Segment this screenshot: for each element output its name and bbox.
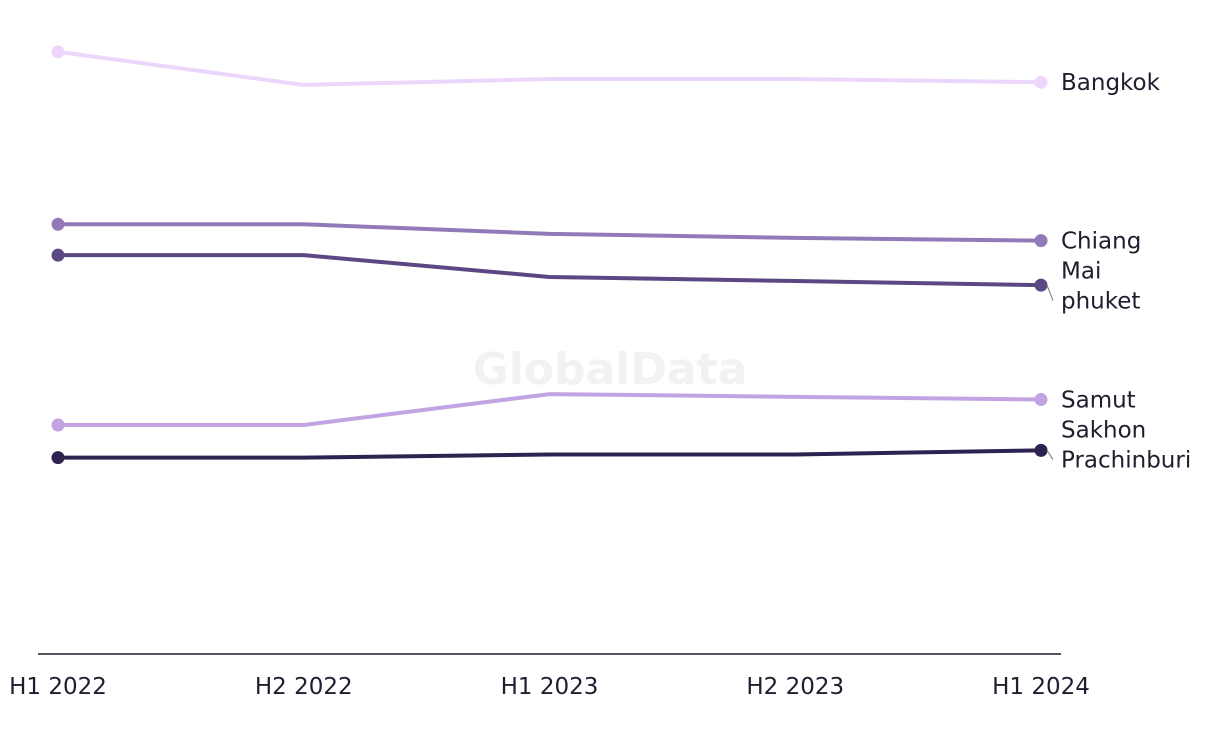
data-point — [51, 248, 65, 262]
series-labels: Bangkok Chiang Mai phuket Samut Sakhon Prachin… — [1046, 70, 1191, 474]
label-leader-line — [1046, 450, 1054, 460]
x-tick-label: H1 2022 — [9, 674, 107, 700]
data-point — [1034, 393, 1048, 407]
series-2 — [51, 248, 1048, 292]
data-point — [1034, 443, 1048, 457]
x-tick-label: H2 2022 — [255, 674, 353, 700]
series-line — [56, 222, 1043, 243]
series-label-3: Samut Sakhon — [1061, 388, 1146, 444]
series-line — [56, 49, 1043, 87]
series-label-text: Bangkok — [1061, 70, 1161, 96]
data-point — [51, 418, 65, 432]
series-line — [56, 448, 1043, 460]
series-label-text: phuket — [1061, 289, 1140, 315]
series-1 — [51, 217, 1048, 248]
x-tick-label: H1 2023 — [501, 674, 599, 700]
series-3 — [51, 392, 1048, 432]
watermark: GlobalData — [473, 344, 748, 395]
data-point — [1034, 75, 1048, 89]
series-label-text: Prachinburi — [1061, 448, 1191, 474]
data-point — [1034, 278, 1048, 292]
data-point — [51, 217, 65, 231]
x-tick-labels: H1 2022 H2 2022 H1 2023 H2 2023 H1 2024 — [9, 674, 1090, 700]
series-label-2: phuket — [1046, 284, 1140, 315]
series-layer — [51, 45, 1048, 465]
series-line — [56, 253, 1043, 288]
data-point — [1034, 234, 1048, 248]
series-label-text: Samut — [1061, 388, 1136, 414]
series-0 — [51, 45, 1048, 89]
series-label-0: Bangkok — [1061, 70, 1161, 96]
series-label-text: Mai — [1061, 259, 1101, 285]
x-tick-label: H2 2023 — [746, 674, 844, 700]
data-point — [51, 45, 65, 59]
series-label-text: Chiang — [1061, 229, 1141, 255]
series-line — [56, 392, 1043, 427]
data-point — [51, 451, 65, 465]
series-label-4: Prachinburi — [1046, 448, 1191, 474]
x-tick-label: H1 2024 — [992, 674, 1090, 700]
label-leader-line — [1046, 284, 1054, 301]
series-4 — [51, 443, 1048, 465]
series-label-1: Chiang Mai — [1061, 229, 1141, 285]
series-label-text: Sakhon — [1061, 418, 1146, 444]
